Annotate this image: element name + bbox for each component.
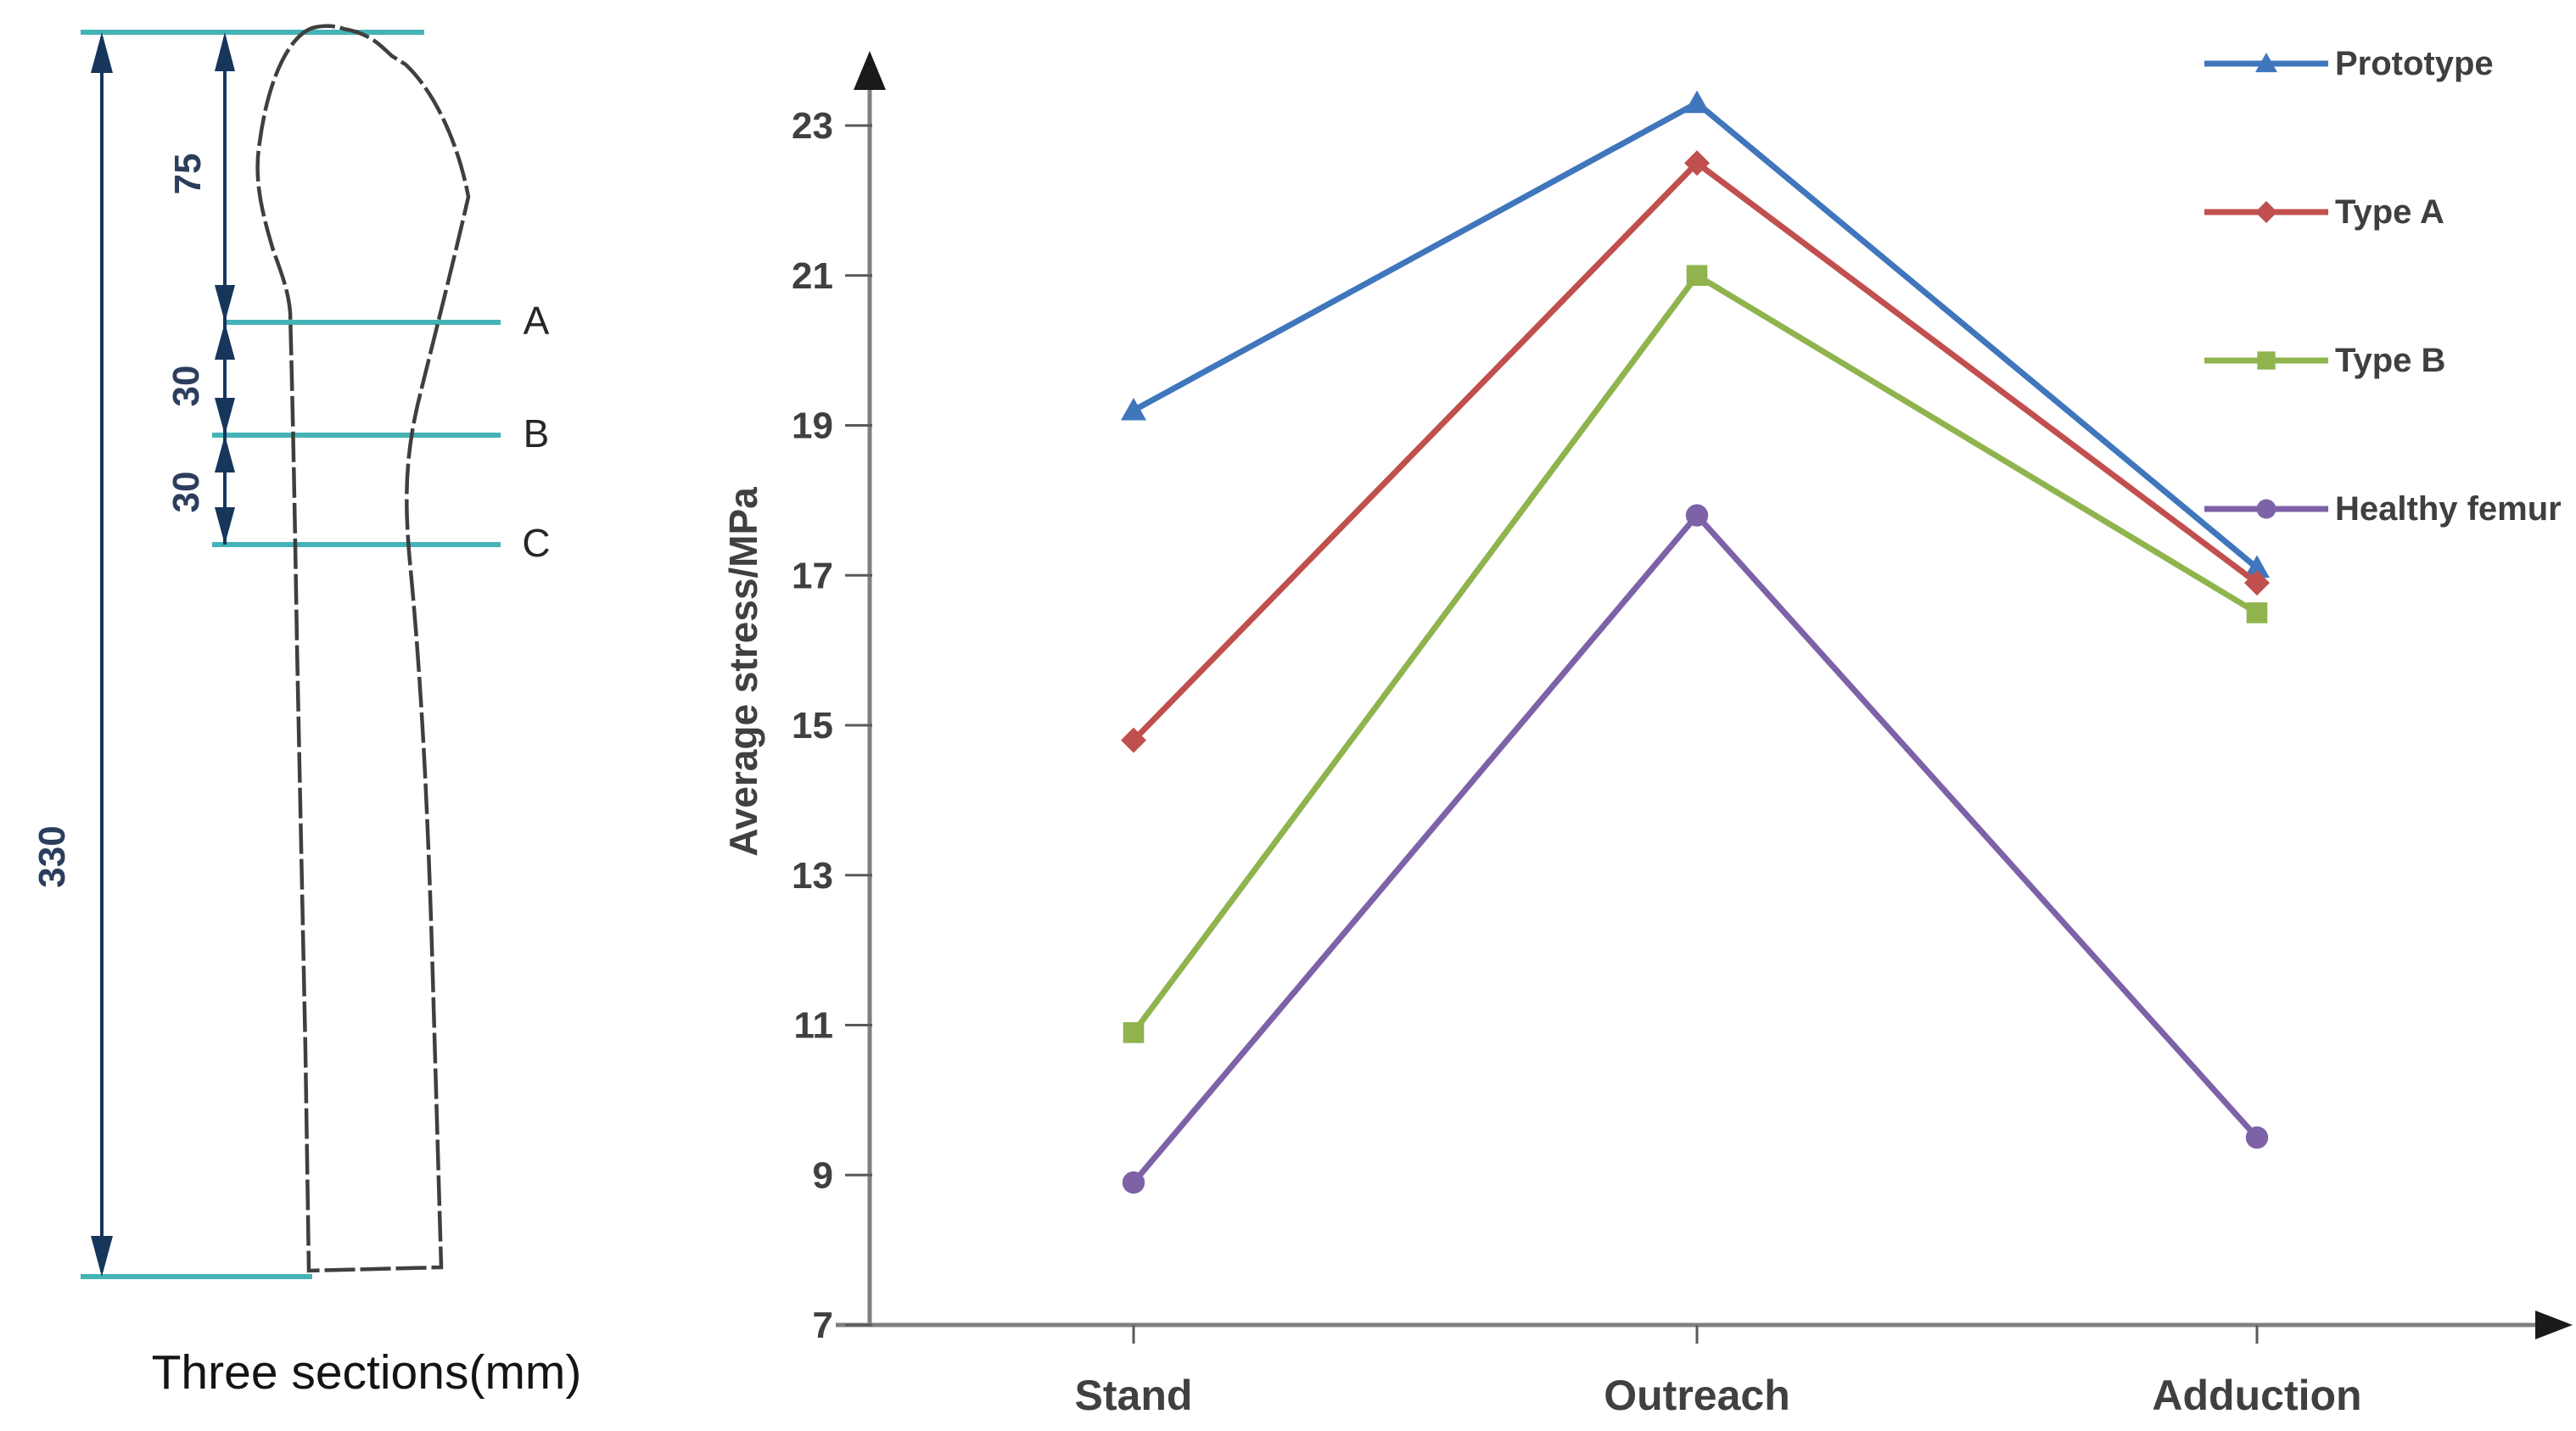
arrowhead-down-icon <box>215 398 235 435</box>
arrowhead-up-icon <box>215 32 235 71</box>
data-point-marker-square <box>2246 602 2268 623</box>
y-tick-label: 11 <box>793 1005 833 1047</box>
data-point-marker-triangle <box>1684 90 1710 114</box>
section-label-c: C <box>522 521 551 565</box>
y-axis-title: Average stress/MPa <box>721 487 765 857</box>
legend-label: Healthy femur <box>2335 489 2562 528</box>
y-tick-label: 13 <box>792 855 833 897</box>
dimension-label-30-ab: 30 <box>165 365 207 407</box>
dimension-label-75: 75 <box>167 153 209 195</box>
arrowhead-up-icon <box>215 435 235 472</box>
femur-outline <box>255 24 471 1273</box>
data-point-marker-triangle <box>2244 555 2270 579</box>
x-category-label: Stand <box>1075 1372 1193 1419</box>
series-line-type-b <box>1130 272 2260 1036</box>
chart-legend: Prototype Type A Type B Healthy femur <box>2203 0 2576 594</box>
femur-diagram <box>81 24 501 1279</box>
data-point-marker-square <box>2257 351 2276 370</box>
legend-swatch <box>2204 201 2328 223</box>
data-point-marker-diamond <box>2244 570 2270 596</box>
y-tick-label: 17 <box>792 555 833 596</box>
arrowhead-up-icon <box>215 322 235 360</box>
legend-item: Healthy femur <box>2203 490 2562 528</box>
data-point-marker-square <box>1123 1022 1145 1043</box>
y-tick-label: 19 <box>792 405 833 447</box>
x-axis-arrow-icon <box>2535 1311 2573 1339</box>
section-label-b: B <box>523 411 550 456</box>
section-label-a: A <box>523 299 550 343</box>
arrowhead-down-icon <box>215 285 235 322</box>
x-category-label: Adduction <box>2152 1372 2361 1419</box>
diagram-caption: Three sections(mm) <box>151 1345 582 1400</box>
data-point-marker-diamond <box>2255 201 2277 223</box>
legend-item: Prototype <box>2203 45 2494 82</box>
data-point-marker-triangle <box>2255 53 2277 73</box>
legend-label: Prototype <box>2335 44 2494 82</box>
legend-label: Type B <box>2335 341 2446 379</box>
legend-swatch <box>2204 53 2328 73</box>
data-point-marker-circle <box>2245 1126 2269 1149</box>
arrowhead-down-icon <box>215 507 235 545</box>
data-point-marker-square <box>1686 265 1708 287</box>
data-point-marker-circle <box>1122 1171 1145 1194</box>
legend-swatch <box>2204 499 2328 519</box>
y-tick-label: 7 <box>813 1305 833 1346</box>
legend-label: Type A <box>2335 193 2444 231</box>
data-point-marker-diamond <box>1684 150 1710 176</box>
series-line-type-a <box>1130 159 2260 744</box>
y-tick-label: 9 <box>813 1154 833 1196</box>
y-tick-label: 15 <box>792 705 833 746</box>
data-point-marker-circle <box>1685 504 1709 527</box>
y-axis-arrow-icon <box>854 51 886 90</box>
data-point-marker-diamond <box>1121 727 1146 753</box>
y-tick-label: 23 <box>792 105 833 147</box>
dimension-label-330: 330 <box>31 825 73 888</box>
arrowhead-down-icon <box>91 1236 113 1277</box>
y-tick-label: 21 <box>792 255 833 297</box>
stress-line-chart: 7 9 11 13 15 17 19 21 23 Stand Outreach Adduction <box>792 51 2573 1419</box>
data-point-marker-circle <box>2256 499 2276 519</box>
series-line-healthy-femur <box>1130 512 2260 1186</box>
legend-item: Type A <box>2203 193 2444 231</box>
x-category-label: Outreach <box>1604 1372 1790 1419</box>
legend-swatch <box>2204 351 2328 370</box>
data-point-marker-triangle <box>1121 397 1146 421</box>
dimension-label-30-bc: 30 <box>165 471 207 513</box>
arrowhead-up-icon <box>91 32 113 73</box>
legend-item: Type B <box>2203 342 2445 379</box>
